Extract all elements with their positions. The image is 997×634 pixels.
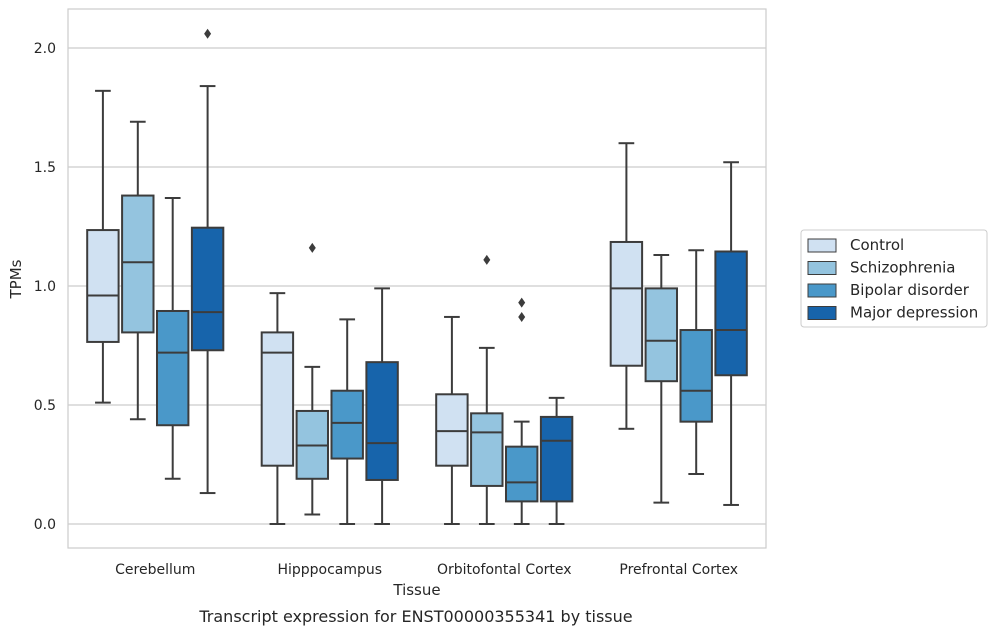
box-schizophrenia: [121, 120, 155, 421]
legend-label: Bipolar disorder: [850, 281, 970, 299]
box-control: [86, 89, 120, 404]
box-iqr: [435, 393, 469, 467]
x-axis-label: Tissue: [392, 581, 440, 599]
box-bipolar-disorder: [504, 297, 539, 525]
x-tick-label: Prefrontal Cortex: [619, 562, 738, 578]
box-bipolar-disorder: [679, 249, 713, 476]
box-iqr: [260, 331, 295, 467]
box-major-depression: [190, 28, 225, 495]
box-major-depression: [365, 287, 399, 525]
y-tick-label: 2.0: [34, 41, 56, 57]
legend-swatch: [807, 283, 837, 298]
outlier-point: [518, 311, 526, 322]
box-control: [435, 315, 469, 525]
box-iqr: [470, 412, 504, 487]
legend-label: Control: [850, 236, 904, 254]
box-major-depression: [539, 396, 574, 525]
box-iqr: [121, 194, 155, 334]
box-iqr: [609, 240, 644, 367]
box-bipolar-disorder: [155, 196, 190, 480]
legend: Control Schizophrenia Bipolar disorder Majo…: [800, 229, 988, 328]
box-iqr: [714, 250, 748, 377]
box-iqr: [330, 389, 364, 460]
legend-swatch: [807, 306, 837, 320]
x-tick-label: Hipppocampus: [277, 562, 382, 578]
box-iqr: [644, 287, 679, 383]
y-tick-label: 1.5: [34, 160, 56, 176]
box-iqr: [86, 229, 120, 343]
box-iqr: [155, 309, 190, 427]
box-schizophrenia: [470, 254, 504, 525]
x-tick-label: Cerebellum: [115, 562, 195, 578]
box-control: [609, 142, 644, 430]
box-bipolar-disorder: [330, 318, 364, 525]
box-major-depression: [714, 161, 748, 506]
box-control: [260, 292, 295, 525]
box-schizophrenia: [295, 242, 330, 516]
y-tick-label: 0.0: [34, 517, 56, 533]
box-iqr: [504, 445, 539, 503]
legend-label: Major depression: [850, 304, 978, 322]
outlier-point: [204, 28, 212, 39]
outlier-point: [308, 242, 316, 253]
y-axis-label: TPMs: [7, 259, 25, 299]
plot-area-frame: [67, 8, 767, 549]
box-schizophrenia: [644, 254, 679, 504]
box-iqr: [365, 361, 399, 481]
box-iqr: [539, 415, 574, 503]
y-tick-label: 1.0: [34, 279, 56, 295]
legend-label: Schizophrenia: [850, 259, 955, 277]
boxes: [86, 28, 748, 525]
box-iqr: [190, 226, 225, 352]
chart-caption: Transcript expression for ENST0000035534…: [198, 607, 632, 626]
legend-swatch: [807, 238, 837, 253]
y-tick-labels: 0.0 0.5 1.0 1.5 2.0: [34, 41, 56, 533]
y-tick-label: 0.5: [34, 398, 56, 414]
x-tick-labels: Cerebellum Hipppocampus Orbitofontal Corte…: [115, 562, 738, 578]
legend-frame: [800, 229, 988, 328]
outlier-point: [483, 254, 491, 265]
legend-swatch: [807, 261, 837, 275]
box-iqr: [679, 329, 713, 423]
x-tick-label: Orbitofontal Cortex: [437, 562, 572, 578]
outlier-point: [518, 297, 526, 308]
